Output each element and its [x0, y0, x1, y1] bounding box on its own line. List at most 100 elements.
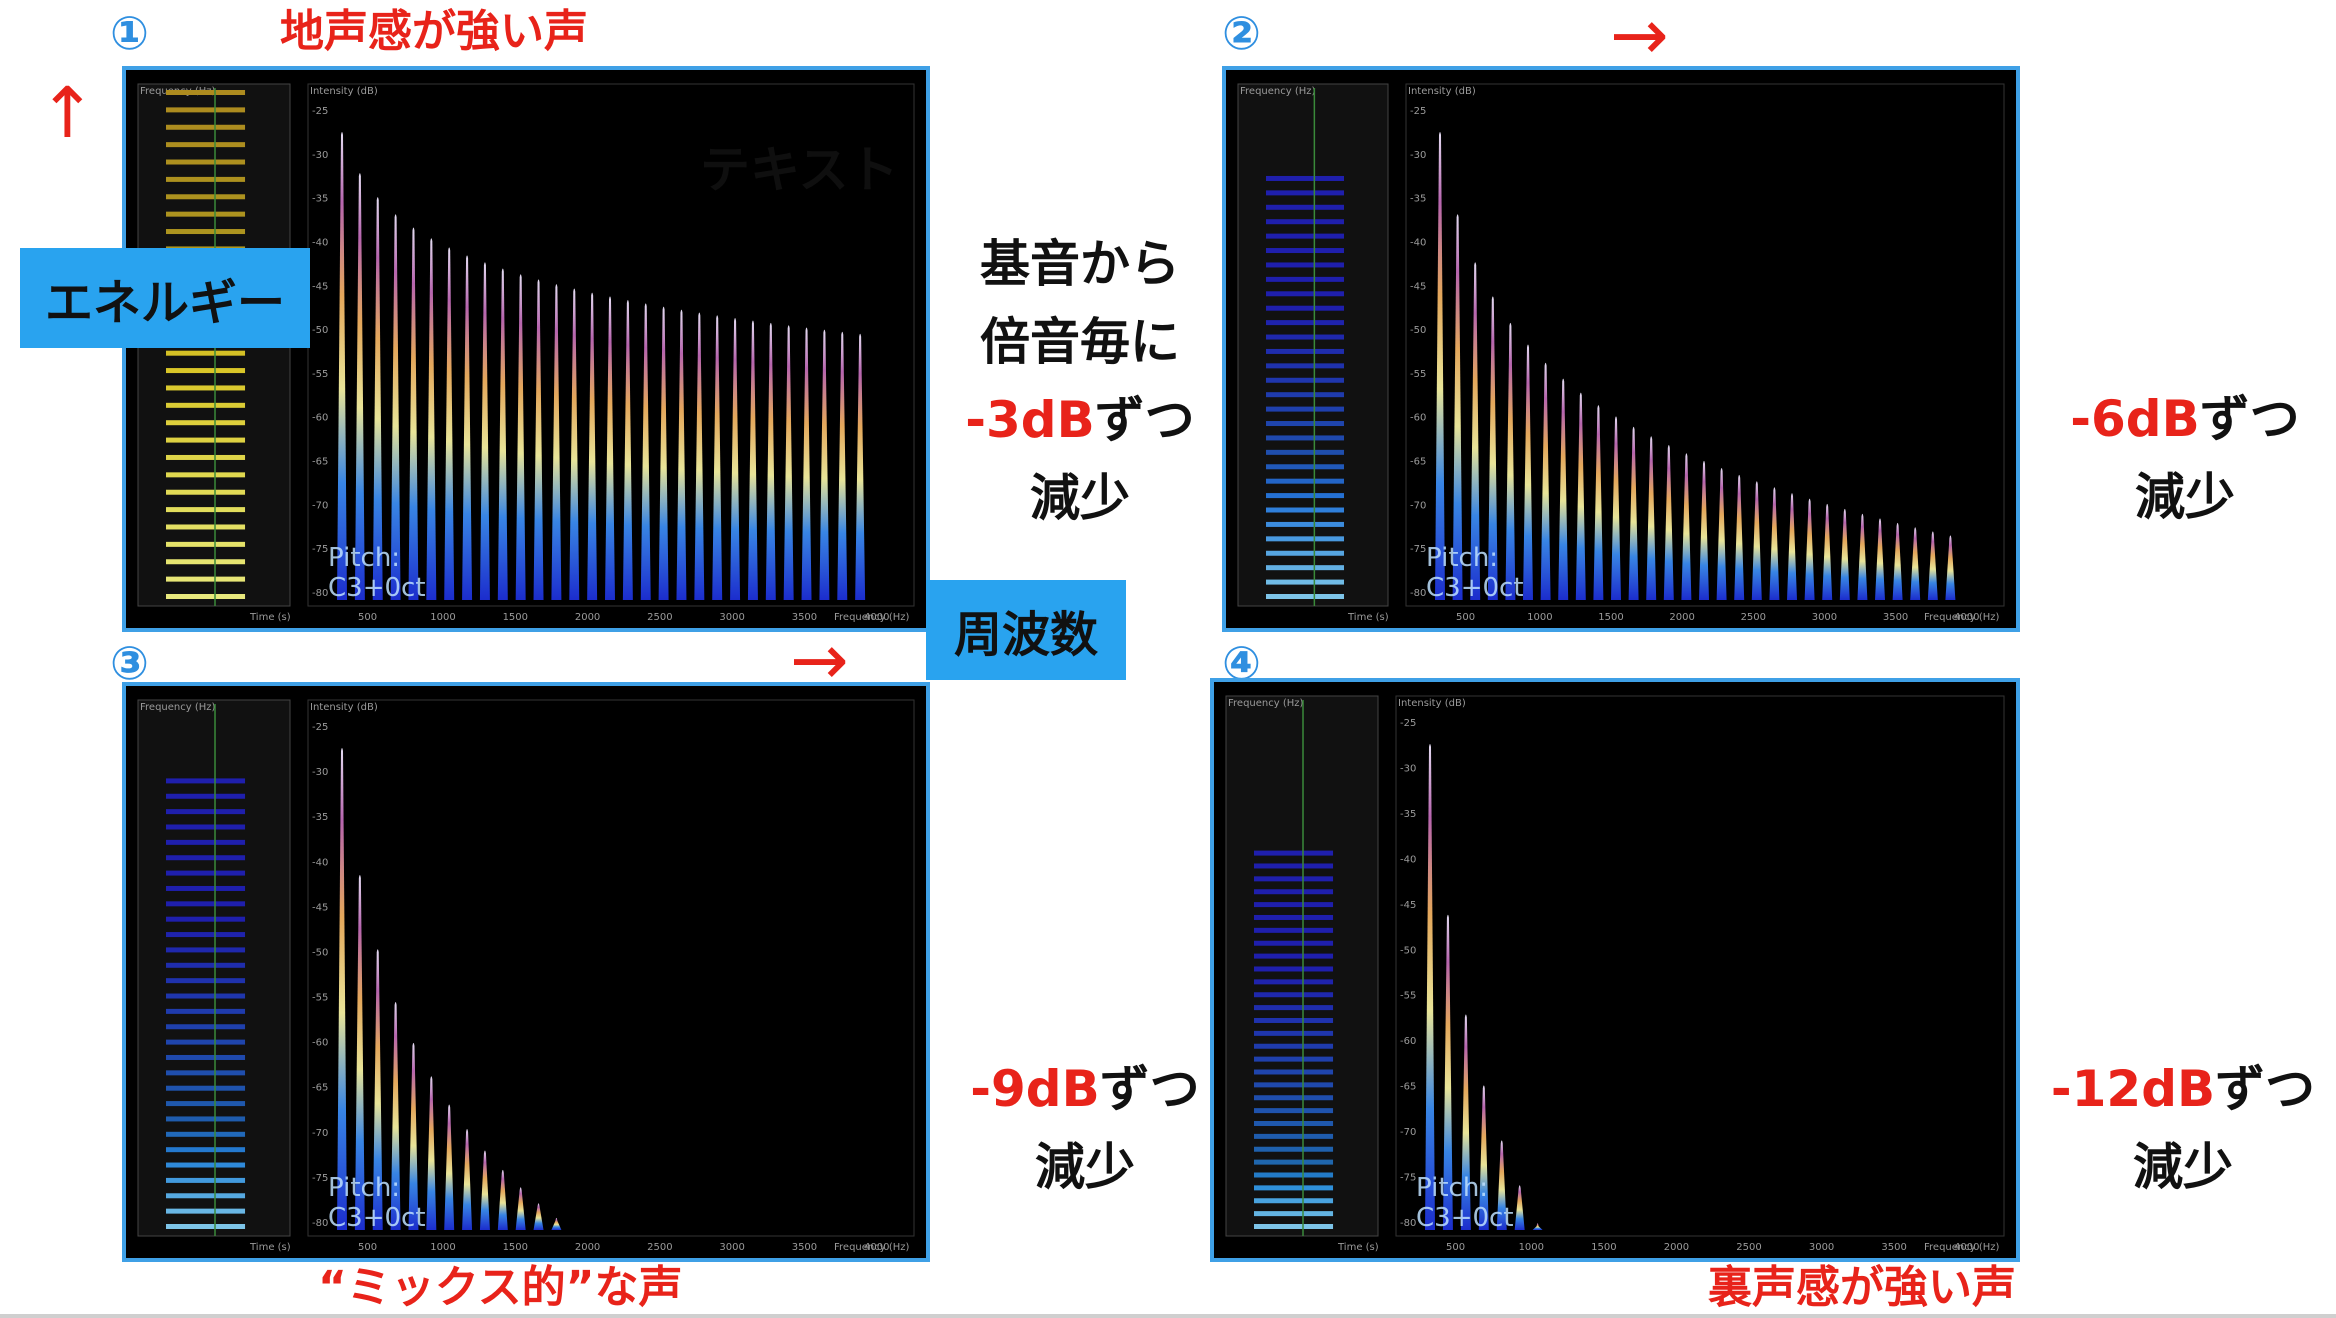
spectrogram-band [1254, 1159, 1334, 1165]
spectrogram-band [166, 870, 246, 876]
spectrogram-band [1266, 305, 1344, 311]
spectrogram-band [1266, 565, 1344, 571]
freq-tick: 1000 [430, 1242, 455, 1253]
freq-tick: 500 [358, 1242, 377, 1253]
spectrogram-area: Frequency (Hz)Time (s) [137, 699, 291, 1253]
spectrogram-band [1254, 1224, 1334, 1229]
center-note: 基音から 倍音毎に -3dBずつ 減少 [940, 225, 1220, 537]
harmonic-peak [658, 306, 669, 600]
spectrum-panel-2: Frequency (Hz) Time (s) Intensity (dB) -25 -… [1222, 66, 2020, 632]
db-tick: -25 [312, 106, 328, 117]
db-tick: -35 [1400, 809, 1416, 820]
spectrogram-band [1254, 1095, 1334, 1101]
panel-3-note: -9dBずつ 減少 [940, 1050, 1230, 1206]
spectrogram-band [1254, 1133, 1334, 1139]
freq-axis-label-right: Frequency (Hz) [834, 612, 910, 623]
spectrum-area: Intensity (dB) -25 -30 -35 -40 -45 -50 -55 -60 -6… [307, 699, 915, 1253]
db-tick: -45 [312, 902, 328, 913]
spectrogram-band [166, 947, 246, 953]
spectrogram-band [1266, 204, 1344, 210]
freq-tick: 2500 [1736, 1242, 1761, 1253]
spectrogram-band [166, 1147, 246, 1153]
spectrogram-band [1266, 579, 1344, 585]
db-tick: -50 [312, 325, 328, 336]
db-tick: -35 [1410, 194, 1426, 205]
center-note-line1: 基音から [980, 235, 1180, 293]
harmonic-peak [569, 288, 580, 600]
db-tick: -55 [312, 369, 328, 380]
spectrogram-band [166, 993, 246, 999]
spectrogram-band [166, 1116, 246, 1122]
harmonic-peak [479, 262, 490, 600]
spectrogram-band [1254, 940, 1334, 946]
db-tick: -40 [312, 237, 328, 248]
freq-axis-label-right: Frequency (Hz) [1924, 612, 2000, 623]
spectrogram-area: Frequency (Hz)Time (s) [137, 83, 291, 623]
db-tick: -70 [1410, 500, 1426, 511]
harmonic-peak [1857, 513, 1868, 600]
harmonic-peak [1804, 498, 1815, 600]
harmonic-peak [408, 1042, 419, 1230]
harmonic-peak [1487, 296, 1498, 600]
spectrogram-band [166, 229, 246, 235]
harmonic-peak [1460, 1014, 1471, 1230]
spectrogram-band [1254, 992, 1334, 998]
db-tick: -60 [312, 1038, 328, 1049]
db-tick: -45 [1410, 281, 1426, 292]
spectrogram-band [166, 1024, 246, 1030]
spectrogram-band [166, 576, 246, 582]
harmonic-peak [1558, 378, 1569, 600]
harmonic-peak [747, 320, 758, 600]
panel-2-db: -6dB [2070, 390, 2200, 448]
spectrogram-band [166, 541, 246, 547]
pitch-label: Pitch: [328, 543, 400, 573]
spectrogram-band [166, 1054, 246, 1060]
harmonic-peak [444, 1104, 455, 1230]
spectrogram-band [166, 350, 246, 356]
spectrum-svg: Frequency (Hz) Time (s) Intensity (dB) -25 -… [1225, 695, 2005, 1253]
spectrum-panel-4: Frequency (Hz) Time (s) Intensity (dB) -25 -… [1210, 678, 2020, 1262]
spectrogram-area: Frequency (Hz)Time (s) [1237, 83, 1389, 623]
spectrogram-band [166, 885, 246, 891]
db-tick: -30 [312, 150, 328, 161]
time-axis-label: Time (s) [1337, 1242, 1379, 1253]
pitch-value: C3+0ct [328, 573, 426, 603]
pitch-label: Pitch: [1426, 543, 1498, 573]
harmonic-peak [462, 1128, 473, 1230]
panel-3-title: “ミックス的”な声 [318, 1262, 683, 1313]
spectrogram-band [166, 901, 246, 907]
spectrogram-band [166, 932, 246, 938]
harmonic-peak [1646, 436, 1657, 600]
spectrogram-band [166, 194, 246, 200]
db-tick: -50 [1400, 945, 1416, 956]
freq-tick: 2500 [1741, 612, 1766, 623]
spectrogram-band [1266, 536, 1344, 542]
spectrogram-band [1254, 953, 1334, 959]
spectrogram-band [166, 1208, 246, 1214]
harmonic-peak [605, 296, 615, 600]
spectrogram-band [1254, 927, 1334, 933]
freq-tick: 4000 [864, 612, 889, 623]
freq-axis-label-right: Frequency (Hz) [834, 1242, 910, 1253]
spectrogram-band [1266, 392, 1344, 398]
watermark-text: テキスト [700, 141, 899, 199]
spectrogram-band [1266, 233, 1344, 239]
harmonic-peak [801, 327, 812, 600]
center-note-zutsu: ずつ [1094, 391, 1195, 449]
db-tick: -40 [312, 857, 328, 868]
db-tick: -65 [312, 457, 328, 468]
spectrogram-band [166, 90, 246, 95]
freq-tick: 3000 [719, 1242, 744, 1253]
db-tick: -65 [312, 1083, 328, 1094]
db-tick: -80 [1410, 588, 1426, 599]
spectrogram-band [166, 978, 246, 984]
harmonic-peak [1435, 132, 1445, 600]
spectrogram-band [166, 472, 246, 478]
center-note-line4: 減少 [1030, 469, 1130, 527]
harmonic-peak [1540, 362, 1551, 600]
intensity-label: Intensity (dB) [310, 86, 378, 97]
spectrogram-band [166, 559, 246, 565]
harmonic-peak [1839, 508, 1850, 600]
spectrogram-band [1254, 902, 1334, 908]
spectrogram-band [166, 1085, 246, 1091]
